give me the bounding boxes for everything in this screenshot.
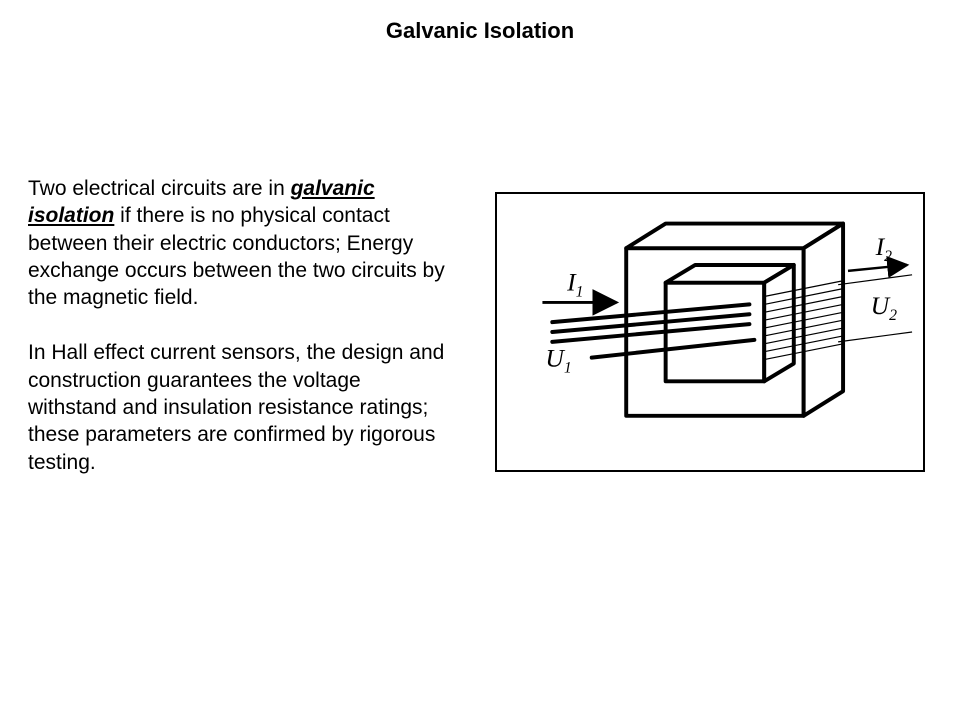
label-u2: U: [871, 291, 891, 320]
label-u1: U: [545, 344, 565, 373]
i2-arrow-icon: [848, 265, 907, 271]
svg-text:U2: U2: [871, 291, 898, 324]
body-text: Two electrical circuits are in galvanic …: [28, 175, 448, 504]
transformer-svg: I1 U1 I2 U2: [497, 194, 923, 470]
paragraph-1: Two electrical circuits are in galvanic …: [28, 175, 448, 311]
label-i2-sub: 2: [884, 248, 892, 265]
label-u1-sub: 1: [564, 359, 572, 376]
transformer-core-icon: [626, 224, 843, 416]
p1-pre: Two electrical circuits are in: [28, 177, 291, 200]
label-u2-sub: 2: [889, 307, 897, 324]
page: Galvanic Isolation Two electrical circui…: [0, 0, 960, 720]
label-i1-sub: 1: [576, 284, 584, 301]
page-title: Galvanic Isolation: [0, 18, 960, 44]
svg-text:I1: I1: [566, 268, 583, 301]
transformer-figure: I1 U1 I2 U2: [495, 192, 925, 472]
svg-text:U1: U1: [545, 344, 571, 377]
svg-text:I2: I2: [875, 232, 893, 265]
paragraph-2: In Hall effect current sensors, the desi…: [28, 339, 448, 475]
